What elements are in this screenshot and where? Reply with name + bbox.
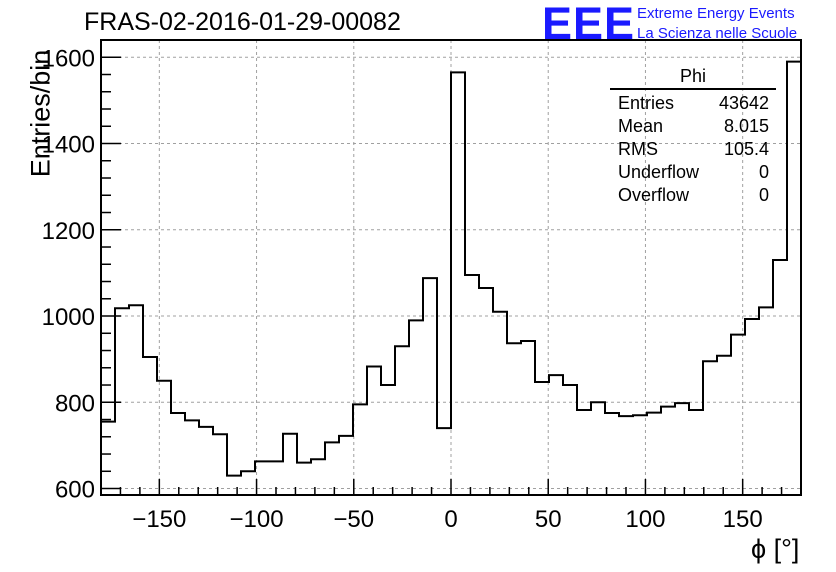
histogram-bin [143, 357, 157, 495]
stats-row-entries: Entries 43642 [610, 92, 776, 115]
y-tick-label: 1200 [42, 218, 95, 245]
histogram-bin [675, 403, 689, 495]
histogram-bin [311, 459, 325, 495]
stats-row-mean: Mean 8.015 [610, 115, 776, 138]
histogram-bin [465, 275, 479, 495]
histogram-bin [227, 476, 241, 495]
histogram-bin [759, 307, 773, 495]
histogram-bin [325, 442, 339, 495]
histogram-bin [297, 463, 311, 495]
x-tick-label: 50 [535, 506, 562, 533]
histogram-bin [507, 343, 521, 495]
histogram-bin [563, 385, 577, 495]
histogram-bin [185, 420, 199, 495]
histogram-bin [353, 404, 367, 495]
stats-label: Overflow [618, 185, 690, 205]
y-axis-label: Entries/bin [25, 49, 56, 178]
stats-value: 105.4 [723, 139, 769, 159]
histogram-bin [773, 260, 787, 495]
histogram-bin [605, 413, 619, 495]
stats-box: Phi Entries 43642 Mean 8.015 RMS 105.4 U… [610, 66, 776, 207]
stats-value: 8.015 [723, 116, 769, 136]
histogram-bin [479, 288, 493, 495]
histogram-bin [535, 382, 549, 495]
histogram-bin [647, 413, 661, 495]
y-tick-label: 800 [55, 390, 95, 417]
y-tick-label: 1000 [42, 304, 95, 331]
x-tick-label: 0 [444, 506, 457, 533]
histogram-bin [703, 361, 717, 495]
histogram-bin [787, 62, 801, 495]
histogram-bin [661, 407, 675, 495]
stats-label: RMS [618, 139, 658, 159]
histogram-bin [521, 341, 535, 495]
histogram-bin [619, 416, 633, 495]
stats-row-rms: RMS 105.4 [610, 138, 776, 161]
histogram-bin [339, 436, 353, 495]
chart-title: FRAS-02-2016-01-29-00082 [84, 8, 401, 36]
histogram-bin [129, 305, 143, 495]
histogram-line [101, 60, 801, 477]
histogram-bin [367, 366, 381, 495]
histogram-bin [423, 278, 437, 495]
histogram-bin [283, 434, 297, 495]
x-tick-label: −150 [132, 506, 186, 533]
histogram-bin [577, 410, 591, 495]
logo-tagline-1: Extreme Energy Events [637, 5, 795, 22]
histogram-bin [549, 375, 563, 495]
histogram-bin [717, 356, 731, 495]
histogram-bin [171, 413, 185, 495]
histogram-bin [409, 320, 423, 495]
stats-label: Mean [618, 116, 664, 136]
histogram-bin [689, 410, 703, 495]
x-axis-label: ϕ [°] [751, 534, 800, 564]
stats-label: Entries [618, 93, 675, 113]
x-tick-label: 100 [625, 506, 665, 533]
x-tick-label: −100 [230, 506, 284, 533]
stats-title: Phi [610, 66, 776, 90]
x-tick-label: 150 [723, 506, 763, 533]
stats-label: Underflow [618, 162, 700, 182]
stats-value: 0 [758, 162, 769, 182]
histogram-bin [745, 319, 759, 495]
logo-tagline-2: La Scienza nelle Scuole [637, 25, 798, 42]
histogram-bin [213, 434, 227, 495]
y-tick-label: 1600 [42, 45, 95, 72]
histogram-bin [591, 402, 605, 495]
eee-logo: EEE [542, 0, 636, 49]
stats-row-overflow: Overflow 0 [610, 184, 776, 207]
histogram-bin [199, 427, 213, 495]
stats-value: 0 [758, 185, 769, 205]
histogram-bin [437, 428, 451, 495]
stats-value: 43642 [718, 93, 769, 113]
histogram-bin [493, 312, 507, 495]
stats-row-underflow: Underflow 0 [610, 161, 776, 184]
histogram-bin [101, 422, 115, 495]
y-tick-label: 1400 [42, 132, 95, 159]
y-tick-label: 600 [55, 477, 95, 504]
x-tick-label: −50 [333, 506, 374, 533]
histogram-bin [241, 471, 255, 495]
histogram-bin [395, 346, 409, 495]
histogram-bin [381, 385, 395, 495]
histogram-bin [451, 72, 465, 495]
